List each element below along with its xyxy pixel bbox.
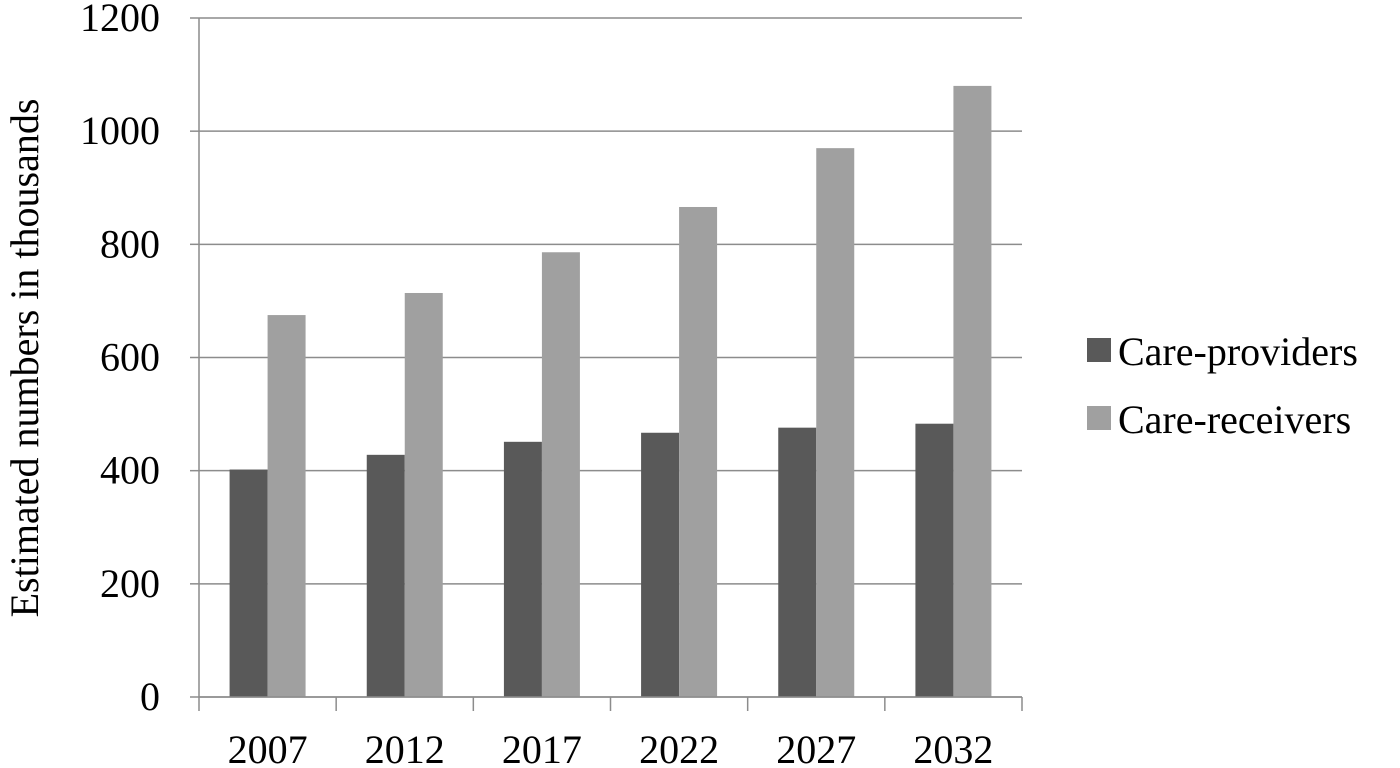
x-tick-label: 2007 [228, 727, 308, 768]
bar-care-receivers-2027 [816, 148, 855, 697]
x-tick-labels: 2007 2012 2017 2022 2027 2032 [228, 727, 994, 768]
y-tick-label: 1000 [80, 108, 160, 153]
legend-label-care-providers: Care-providers [1118, 329, 1358, 374]
bar-care-providers-2007 [229, 469, 268, 697]
y-tick-label: 0 [140, 674, 160, 719]
y-tick-label: 800 [100, 221, 160, 266]
bar-care-receivers-2032 [953, 85, 992, 697]
x-tick-label: 2027 [776, 727, 856, 768]
bar-care-providers-2012 [366, 454, 405, 697]
y-axis-title: Estimated numbers in thousands [2, 99, 47, 618]
bar-care-providers-2027 [778, 427, 817, 697]
bar-care-providers-2022 [641, 432, 680, 697]
bar-care-receivers-2017 [541, 252, 580, 697]
gridlines [199, 17, 1022, 698]
legend-label-care-receivers: Care-receivers [1118, 397, 1351, 442]
y-tick-label: 1200 [80, 0, 160, 40]
y-tick-label: 600 [100, 335, 160, 380]
x-tick-label: 2032 [913, 727, 993, 768]
legend-swatch-care-receivers [1087, 406, 1111, 430]
x-tick-label: 2017 [502, 727, 582, 768]
bars [229, 85, 992, 697]
bar-care-providers-2032 [915, 423, 954, 697]
x-tick-label: 2012 [365, 727, 445, 768]
axes [190, 17, 1023, 711]
bar-care-receivers-2022 [679, 206, 718, 697]
legend: Care-providers Care-receivers [1087, 329, 1358, 442]
bar-care-providers-2017 [503, 441, 542, 697]
y-tick-labels: 0 200 400 600 800 1000 1200 [80, 0, 160, 719]
bar-care-receivers-2007 [267, 315, 306, 697]
x-tick-label: 2022 [639, 727, 719, 768]
bar-care-receivers-2012 [404, 292, 443, 697]
y-tick-label: 400 [100, 448, 160, 493]
legend-swatch-care-providers [1087, 338, 1111, 362]
y-tick-label: 200 [100, 561, 160, 606]
